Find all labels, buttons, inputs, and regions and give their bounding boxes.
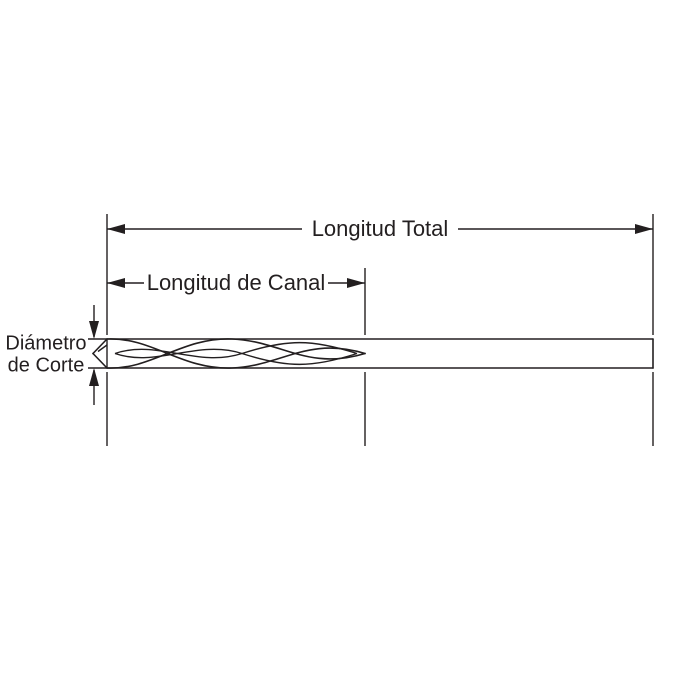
dim-total-label: Longitud Total (312, 216, 449, 241)
dim-diam-label-2: de Corte (8, 355, 85, 377)
flute-curve-1 (107, 339, 365, 368)
arrow-head (347, 278, 365, 288)
arrow-head (107, 278, 125, 288)
dim-flute-label: Longitud de Canal (147, 270, 326, 295)
arrow-head (107, 224, 125, 234)
arrow-head (89, 368, 99, 386)
flute-curve-2 (107, 339, 365, 368)
flute-inner-2 (115, 343, 357, 358)
arrow-head (635, 224, 653, 234)
flute-inner-1 (115, 349, 357, 364)
arrow-head (89, 321, 99, 339)
dim-diam-label-1: Diámetro (5, 333, 86, 355)
drill-tip-bottom (93, 354, 107, 369)
